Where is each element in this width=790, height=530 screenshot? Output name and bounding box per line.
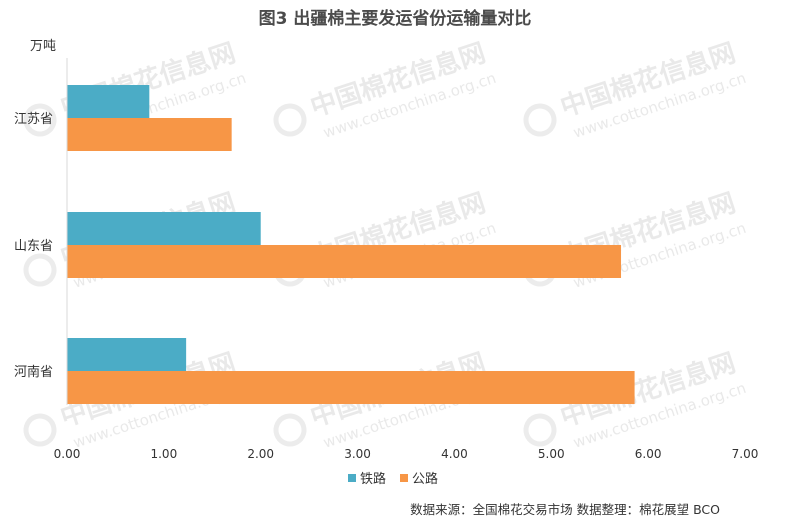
chart-title: 图3 出疆棉主要发运省份运输量对比 <box>259 8 532 29</box>
bar-rail-0 <box>67 85 150 118</box>
x-tick-label: 4.00 <box>441 447 468 461</box>
x-tick-label: 6.00 <box>635 447 662 461</box>
x-tick-label: 0.00 <box>54 447 81 461</box>
bar-rail-2 <box>67 338 187 371</box>
x-tick-label: 7.00 <box>732 447 759 461</box>
bar-road-2 <box>67 371 635 404</box>
legend-swatch-road <box>400 474 408 482</box>
x-tick-label: 1.00 <box>150 447 177 461</box>
legend-swatch-rail <box>348 474 356 482</box>
x-tick-label: 5.00 <box>538 447 565 461</box>
x-tick-label: 3.00 <box>344 447 371 461</box>
legend: 铁路 公路 <box>348 471 438 487</box>
legend-label-rail: 铁路 <box>360 471 386 487</box>
axis-layer: 0.00 1.00 2.00 3.00 4.00 5.00 6.00 7.00 <box>54 58 759 461</box>
source-note: 数据来源：全国棉花交易市场 数据整理：棉花展望 BCO <box>410 502 720 517</box>
bar-road-1 <box>67 245 622 278</box>
x-tick-label: 2.00 <box>247 447 274 461</box>
category-label: 江苏省 <box>14 111 53 127</box>
category-label: 山东省 <box>14 239 53 254</box>
bar-rail-1 <box>67 212 261 245</box>
y-unit-label: 万吨 <box>30 39 56 54</box>
legend-label-road: 公路 <box>412 471 438 487</box>
category-label: 河南省 <box>14 364 53 380</box>
bar-road-0 <box>67 118 232 151</box>
